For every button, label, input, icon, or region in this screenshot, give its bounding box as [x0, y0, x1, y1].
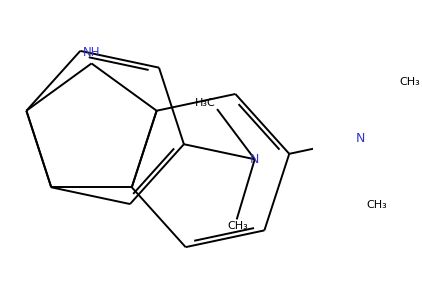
Text: H₃C: H₃C: [195, 98, 216, 108]
Text: NH: NH: [83, 46, 100, 59]
Text: N: N: [355, 132, 365, 145]
Text: CH₃: CH₃: [367, 200, 387, 210]
Text: CH₃: CH₃: [227, 221, 248, 231]
Text: CH₃: CH₃: [399, 77, 420, 87]
Text: N: N: [250, 153, 260, 166]
